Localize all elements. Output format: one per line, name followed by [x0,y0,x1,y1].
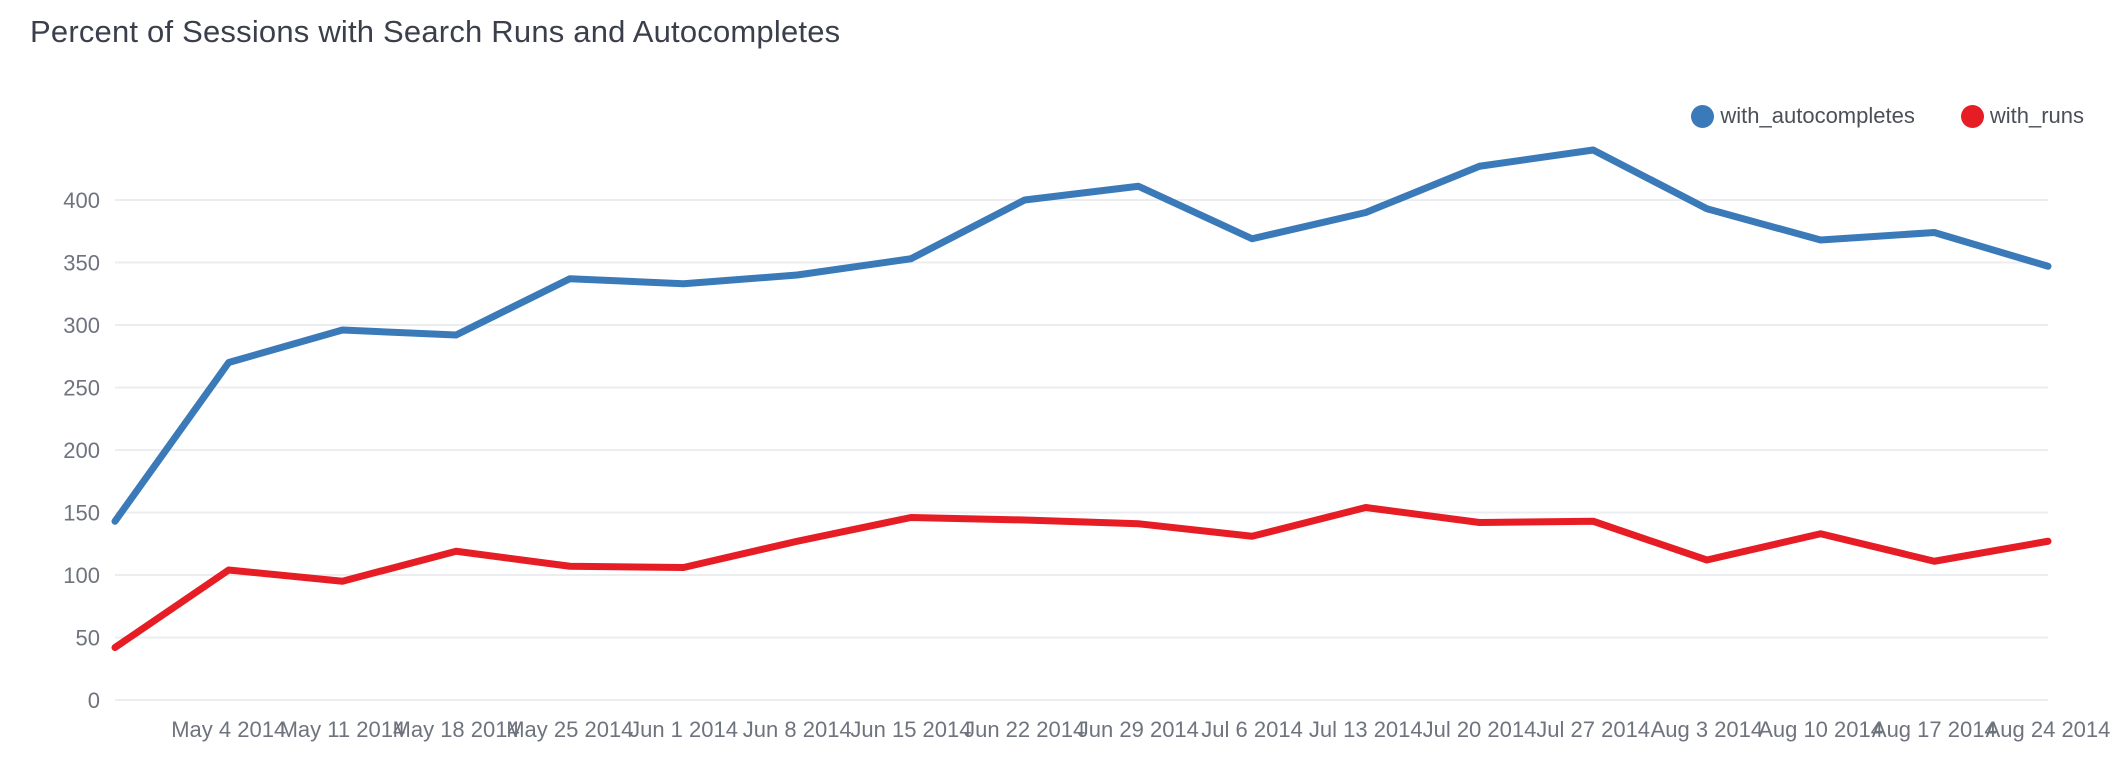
x-axis-tick-label: May 11 2014 [280,717,406,742]
x-axis-tick-label: Jun 15 2014 [850,717,971,742]
x-axis-tick-label: Jul 20 2014 [1423,717,1537,742]
x-axis-tick-label: Aug 24 2014 [1986,717,2110,742]
x-axis-tick-label: Aug 17 2014 [1872,717,1997,742]
x-axis-tick-label: Aug 3 2014 [1651,717,1764,742]
x-axis-tick-label: May 4 2014 [171,717,286,742]
y-axis-tick-label: 400 [63,188,100,213]
y-axis-tick-label: 0 [88,688,100,713]
y-axis-tick-label: 150 [63,501,100,526]
legend-item-with-runs[interactable]: with_runs [1960,103,2084,129]
y-axis-tick-label: 300 [63,313,100,338]
x-axis-tick-label: Aug 10 2014 [1758,717,1883,742]
series-line-with_autocompletes[interactable] [111,146,2052,525]
x-axis-tick-label: May 25 2014 [506,717,633,742]
x-axis-tick-label: Jul 27 2014 [1536,717,1650,742]
x-axis-tick-label: Jul 13 2014 [1309,717,1423,742]
legend-item-with-autocompletes[interactable]: with_autocompletes [1691,103,1915,129]
legend-swatch [1960,104,1984,128]
chart-title: Percent of Sessions with Search Runs and… [30,14,841,49]
x-axis-tick-label: Jun 1 2014 [629,717,738,742]
y-axis-tick-label: 50 [76,626,100,651]
series-line-with_runs[interactable] [111,504,2052,651]
y-axis-tick-label: 100 [63,563,100,588]
legend: with_autocompletes with_runs [1691,103,2084,129]
x-axis-tick-label: Jun 8 2014 [743,717,852,742]
x-axis-tick-label: May 18 2014 [393,717,520,742]
x-axis-tick-label: Jun 29 2014 [1078,717,1199,742]
legend-label: with_runs [1989,103,2084,128]
y-axis-tick-label: 250 [63,376,100,401]
legend-swatch [1691,104,1715,128]
y-axis-tick-label: 200 [63,438,100,463]
y-axis-tick-label: 350 [63,251,100,276]
legend-label: with_autocompletes [1720,103,1915,128]
x-axis-tick-label: Jul 6 2014 [1201,717,1303,742]
x-axis-tick-label: Jun 22 2014 [964,717,1085,742]
